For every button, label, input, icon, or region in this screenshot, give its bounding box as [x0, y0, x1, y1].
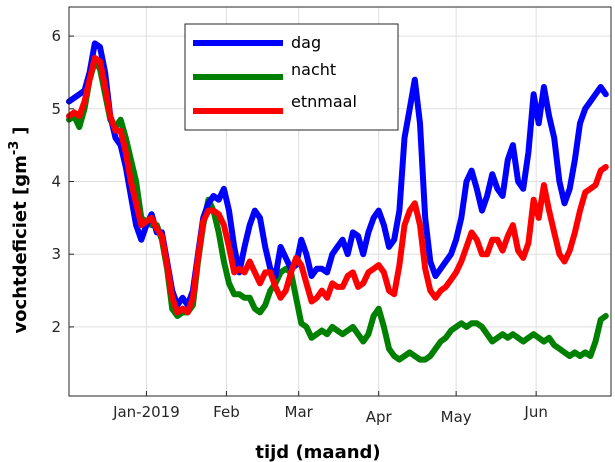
legend-label-nacht: nacht [291, 60, 336, 79]
series-line-etnmaal [66, 54, 609, 316]
axis-ticks: 2 3 4 5 6 Jan-2019 Feb Mar Apr May Jun [51, 27, 547, 426]
legend-label-dag: dag [291, 33, 321, 52]
y-axis-label-main: vochtdeficiet [gm [10, 155, 31, 333]
y-axis-label-exponent: -3 [7, 141, 22, 155]
y-axis-label: vochtdeficiet [gm-3] [7, 126, 31, 333]
y-tick-label: 2 [51, 318, 61, 336]
y-tick-label: 5 [51, 100, 61, 118]
y-axis-label-close: ] [10, 126, 31, 134]
legend: dag nacht etnmaal [184, 23, 399, 131]
x-tick-label: Mar [285, 403, 314, 421]
y-tick-label: 4 [51, 173, 61, 191]
x-tick-label: May [441, 408, 472, 426]
x-tick-label: Jan-2019 [112, 403, 180, 421]
x-tick-label: Jun [523, 403, 547, 421]
x-tick-label: Apr [366, 408, 393, 426]
y-tick-label: 6 [51, 27, 61, 45]
series-lines [66, 40, 609, 363]
x-tick-label: Feb [213, 403, 240, 421]
x-axis-label: tijd (maand) [255, 442, 380, 462]
plot-frame [68, 6, 612, 397]
y-tick-label: 3 [51, 245, 61, 263]
legend-label-etnmaal: etnmaal [291, 92, 357, 111]
